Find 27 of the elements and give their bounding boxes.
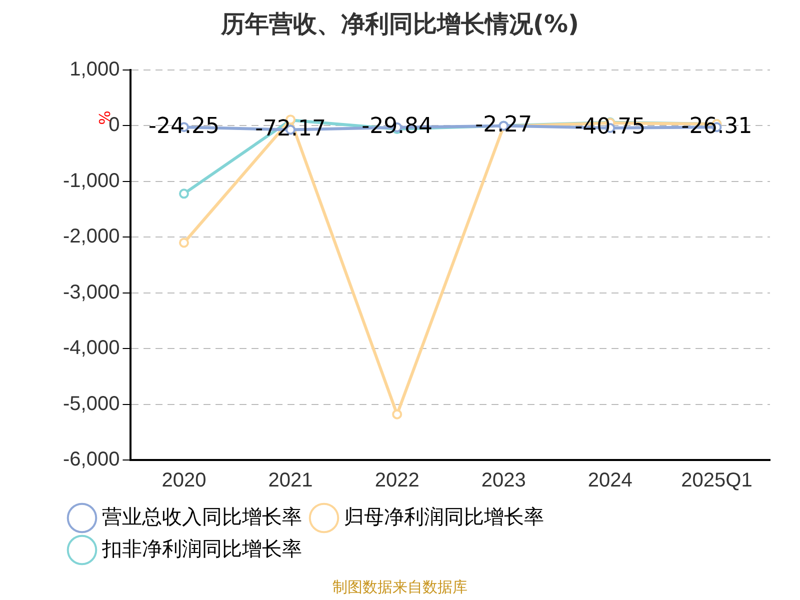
- data-label: -29.84: [362, 114, 433, 140]
- x-tick-label: 2020: [162, 470, 206, 492]
- x-tick-label: 2023: [481, 470, 526, 492]
- data-label: -26.31: [681, 114, 752, 139]
- x-tick-label: 2025Q1: [681, 470, 752, 492]
- point: [392, 409, 402, 420]
- y-tick-label: -6,000: [62, 448, 120, 471]
- y-tick-label: -3,000: [62, 281, 120, 304]
- data-label: -72.17: [255, 116, 326, 142]
- y-tick-label: 1,000: [70, 58, 120, 81]
- text: 制图数据来自数据库: [332, 578, 468, 597]
- legend-label: 营业总收入同比增长率: [102, 506, 302, 529]
- chart-title: 历年营收、净利同比增长情况(%): [220, 9, 580, 40]
- point: [178, 188, 189, 199]
- data-label: -24.25: [148, 114, 220, 139]
- y-tick-label: -1,000: [62, 170, 120, 192]
- x-tick-label: 2021: [268, 470, 313, 492]
- y-tick-label: -4,000: [62, 337, 120, 360]
- x-tick-label: 2022: [374, 470, 420, 492]
- y-tick-label: -2,000: [62, 226, 120, 248]
- legend-label: 扣非净利润同比增长率: [101, 538, 302, 561]
- legend-label: 归母净利润同比增长率: [344, 506, 544, 529]
- point: [178, 238, 189, 248]
- data-label: -2.27: [475, 112, 532, 138]
- data-label: -40.75: [574, 114, 646, 140]
- x-tick-label: 2024: [588, 470, 632, 492]
- y-tick-label: -5,000: [62, 392, 120, 415]
